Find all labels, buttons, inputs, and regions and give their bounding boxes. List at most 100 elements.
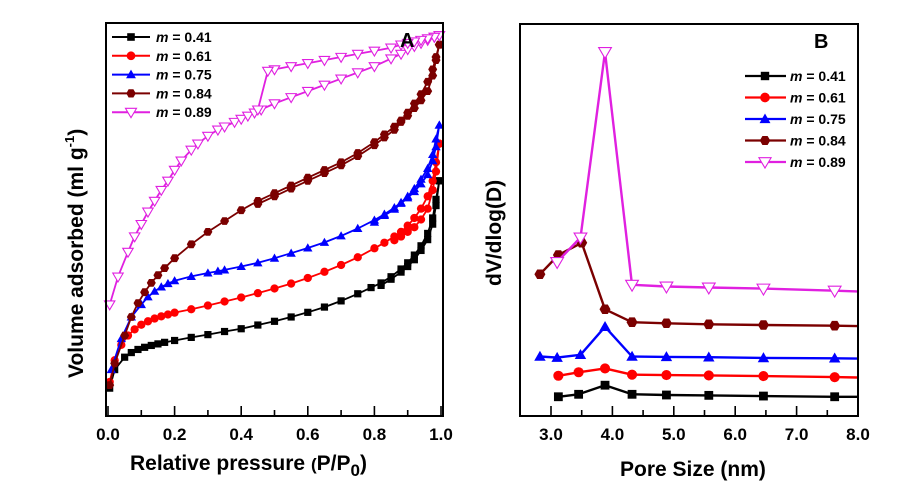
legend-variable: m	[790, 90, 802, 106]
panel-a-adsorption-point	[203, 268, 213, 277]
panel-b-data-point	[830, 392, 840, 402]
panel-a-adsorption-point	[253, 258, 263, 267]
panel-a-adsorption-point	[127, 348, 135, 357]
panel-b-data-point	[659, 281, 674, 294]
legend-value: = 0.41	[168, 29, 211, 45]
panel-a-adsorption-point	[237, 293, 246, 302]
panel-b-pore-size-chart: 3.0 4.0 5.0 6.0 7.0 8.0 B m = 0.41m = 0.61m =…	[483, 23, 870, 481]
panel-a-adsorption-point	[284, 93, 298, 104]
panel-b-series-layer	[534, 46, 858, 402]
panel-a-desorption-point	[434, 120, 445, 129]
panel-a-desorption-point	[403, 227, 412, 237]
legend-variable: m	[156, 104, 168, 120]
panel-a-adsorption-point	[219, 265, 230, 274]
legend-value: = 0.84	[802, 133, 845, 149]
panel-a-adsorption-line	[110, 124, 441, 370]
legend-marker	[124, 107, 138, 119]
panel-a-adsorption-point	[171, 336, 179, 345]
panel-a-adsorption-point	[353, 253, 362, 262]
x-title-ratio: P/P	[317, 452, 351, 475]
panel-a-desorption-point	[251, 105, 265, 116]
panel-a-legend-entry: m = 0.61	[112, 48, 212, 64]
panel-b-data-point	[626, 350, 638, 361]
panel-b-x-tick-label: 7.0	[785, 425, 809, 444]
panel-b-data-point	[573, 232, 588, 245]
panel-b-data-point	[599, 304, 611, 314]
panel-a-adsorption-point	[354, 290, 362, 298]
legend-variable: m	[790, 111, 802, 127]
panel-a-adsorption-point	[213, 266, 223, 275]
legend-label: m = 0.61	[156, 48, 212, 64]
panel-a-adsorption-point	[191, 139, 205, 150]
legend-variable: m	[790, 133, 802, 149]
panel-a-adsorption-point	[268, 99, 281, 110]
legend-marker	[760, 92, 770, 103]
panel-a-adsorption-point	[169, 276, 180, 285]
panel-a-desorption-point	[336, 161, 346, 170]
panel-b-series-0.84	[534, 238, 858, 331]
panel-a-adsorption-point	[126, 313, 136, 321]
legend-label: m = 0.84	[790, 133, 846, 149]
panel-a-adsorption-point	[211, 125, 225, 137]
panel-a-adsorption-point	[353, 223, 363, 232]
x-title-paren-close: )	[360, 452, 367, 475]
panel-a-desorption-point	[390, 236, 399, 245]
panel-a-adsorption-point	[228, 117, 241, 129]
panel-a-desorption-point	[424, 236, 432, 244]
panel-a-adsorption-point	[320, 267, 329, 276]
panel-b-data-point	[599, 321, 611, 332]
panel-a-adsorption-point	[170, 254, 180, 263]
y-title-close: )	[65, 129, 88, 136]
panel-b-data-point	[829, 372, 840, 383]
panel-a-x-tick-label: 0.0	[96, 425, 120, 444]
panel-a-adsorption-point	[160, 264, 170, 272]
panel-a-desorption-point	[410, 256, 418, 264]
panel-a-adsorption-point	[304, 308, 312, 316]
legend-value: = 0.75	[802, 111, 845, 127]
panel-a-adsorption-point	[235, 114, 248, 126]
panel-b-label: B	[814, 31, 828, 53]
legend-marker	[759, 113, 771, 124]
panel-a-adsorption-point	[143, 317, 153, 326]
panel-a-y-axis-title: Volume adsorbed (ml g-1)	[62, 129, 88, 378]
panel-a-desorption-point	[396, 232, 406, 241]
legend-label: m = 0.84	[156, 85, 212, 101]
panel-a-adsorption-point	[424, 229, 432, 238]
panel-b-data-point	[660, 351, 673, 362]
panel-a-desorption-point	[416, 96, 426, 105]
panel-a-desorption-point	[389, 204, 400, 213]
panel-a-adsorption-point	[237, 325, 245, 333]
legend-variable: m	[790, 154, 802, 170]
panel-a-adsorption-point	[187, 305, 196, 314]
panel-a-adsorption-point	[103, 300, 116, 311]
panel-b-data-point	[534, 350, 546, 361]
panel-a-desorption-point	[403, 193, 413, 202]
panel-b-legend-entry: m = 0.61	[745, 90, 846, 106]
panel-a-adsorption-point	[130, 325, 139, 334]
panel-a-adsorption-point	[134, 345, 142, 354]
panel-b-data-point	[662, 390, 671, 400]
panel-a-desorption-point	[384, 43, 398, 55]
legend-variable: m	[156, 48, 168, 64]
panel-a-adsorption-point	[270, 317, 279, 325]
panel-a-adsorption-point	[133, 299, 143, 307]
panel-a-adsorption-point	[220, 297, 229, 306]
panel-a-series-0.89	[103, 31, 446, 311]
legend-marker	[126, 51, 136, 61]
panel-a-series-0.61	[105, 139, 444, 387]
panel-a-adsorption-point	[303, 273, 312, 283]
panel-b-series-line	[539, 241, 858, 328]
panel-a-desorption-point	[286, 184, 296, 193]
panel-a-x-tick-label: 0.4	[229, 425, 253, 444]
panel-a-adsorption-point	[155, 185, 168, 197]
panel-a-adsorption-point	[156, 282, 166, 291]
panel-a-desorption-point	[416, 179, 426, 188]
panel-a-adsorption-point	[220, 327, 229, 336]
panel-a-x-axis-title: Relative pressure (P/P0)	[130, 452, 367, 480]
legend-value: = 0.89	[802, 154, 845, 170]
panel-a-adsorption-point	[410, 251, 418, 259]
panel-a-legend-entry: m = 0.75	[112, 67, 212, 83]
panel-b-data-point	[599, 363, 611, 374]
panel-b-x-tick-label: 4.0	[601, 425, 625, 444]
panel-b-data-point	[758, 371, 769, 382]
